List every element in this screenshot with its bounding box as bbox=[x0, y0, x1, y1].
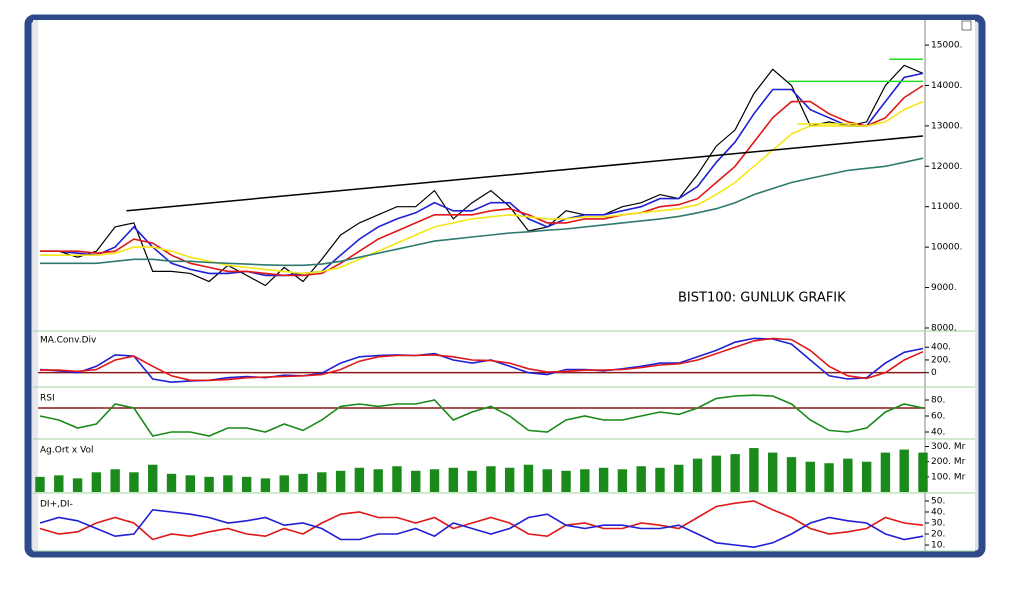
series-line bbox=[39, 508, 924, 549]
volume-bar bbox=[805, 461, 815, 492]
volume-bar bbox=[580, 469, 590, 492]
panel-label: RSI bbox=[40, 394, 55, 404]
series-line bbox=[40, 100, 924, 275]
volume-bar bbox=[523, 464, 534, 492]
volume-bar bbox=[561, 470, 571, 492]
y-tick-label: 30. bbox=[931, 519, 945, 529]
y-tick-label: 0 bbox=[931, 368, 937, 378]
y-tick-label: 50. bbox=[931, 496, 945, 506]
y-tick-label: 400. bbox=[931, 343, 951, 353]
y-tick-label: 200. bbox=[931, 355, 951, 365]
volume-bar bbox=[749, 448, 759, 492]
volume-bar bbox=[824, 463, 834, 492]
y-tick-label: 200. Mr bbox=[931, 457, 966, 467]
volume-bar bbox=[35, 476, 45, 492]
volume-bar bbox=[486, 466, 496, 492]
volume-bar bbox=[918, 452, 928, 492]
chart-area bbox=[33, 20, 975, 551]
volume-bar bbox=[843, 458, 853, 492]
volume-bar bbox=[411, 470, 421, 492]
series-line bbox=[40, 337, 924, 382]
window-button[interactable] bbox=[961, 20, 972, 31]
y-tick-label: 15000. bbox=[931, 41, 963, 51]
volume-bar bbox=[223, 475, 233, 492]
volume-bar bbox=[786, 457, 797, 492]
volume-bar bbox=[54, 475, 64, 492]
volume-bar bbox=[260, 478, 271, 492]
volume-bar bbox=[317, 472, 327, 492]
volume-bar bbox=[899, 449, 909, 492]
trend-line bbox=[126, 135, 924, 212]
volume-bar bbox=[110, 469, 120, 492]
volume-bar bbox=[72, 478, 83, 492]
volume-bar bbox=[880, 452, 891, 492]
volume-bar bbox=[655, 467, 665, 492]
volume-bar bbox=[129, 472, 139, 492]
y-tick-label: 40. bbox=[931, 428, 945, 438]
y-tick-label: 40. bbox=[931, 507, 945, 517]
series-line bbox=[39, 337, 924, 384]
volume-bar bbox=[279, 475, 289, 492]
y-tick-label: 100. Mr bbox=[931, 472, 966, 482]
volume-bar bbox=[504, 467, 515, 492]
series-line bbox=[40, 157, 924, 267]
volume-bar bbox=[148, 464, 158, 492]
panel-label: MA.Conv.Div bbox=[40, 336, 97, 346]
volume-bar bbox=[204, 476, 214, 492]
volume-bar bbox=[354, 467, 365, 492]
y-tick-label: 12000. bbox=[931, 162, 963, 172]
series-line bbox=[40, 72, 924, 277]
volume-bar bbox=[373, 469, 383, 492]
volume-bar bbox=[674, 464, 684, 492]
volume-bar bbox=[298, 473, 308, 492]
y-tick-label: 10. bbox=[931, 541, 945, 551]
panel-label: DI+,DI- bbox=[40, 500, 73, 510]
panel-label: Ag.Ort x Vol bbox=[40, 446, 94, 456]
y-tick-label: 13000. bbox=[931, 121, 963, 131]
volume-bar bbox=[166, 473, 177, 492]
volume-bar bbox=[185, 475, 195, 492]
y-tick-label: 60. bbox=[931, 412, 945, 422]
y-tick-label: 10000. bbox=[931, 243, 963, 253]
volume-bar bbox=[542, 469, 552, 492]
volume-bar bbox=[448, 467, 459, 492]
series-line bbox=[39, 394, 924, 437]
y-tick-label: 20. bbox=[931, 530, 945, 540]
volume-bar bbox=[429, 469, 440, 492]
series-line bbox=[40, 64, 924, 287]
volume-bar bbox=[636, 466, 646, 492]
y-tick-label: 80. bbox=[931, 396, 945, 406]
volume-bar bbox=[467, 470, 477, 492]
volume-bar bbox=[241, 476, 252, 492]
left-gutter bbox=[33, 20, 38, 551]
volume-bar bbox=[617, 469, 628, 492]
y-tick-label: 300. Mr bbox=[931, 442, 966, 452]
volume-bar bbox=[768, 452, 778, 492]
y-tick-label: 8000. bbox=[931, 323, 957, 333]
series-line bbox=[39, 500, 924, 541]
volume-bar bbox=[598, 467, 609, 492]
volume-bar bbox=[91, 472, 102, 492]
y-tick-label: 9000. bbox=[931, 283, 957, 293]
volume-bar bbox=[392, 466, 402, 492]
volume-bar bbox=[692, 458, 703, 492]
chart-title: BIST100: GUNLUK GRAFIK bbox=[678, 291, 846, 306]
volume-bar bbox=[861, 461, 872, 492]
volume-bar bbox=[335, 470, 346, 492]
volume-bar bbox=[711, 455, 722, 492]
volume-bar bbox=[730, 454, 740, 492]
y-tick-label: 14000. bbox=[931, 81, 963, 91]
y-tick-label: 11000. bbox=[931, 202, 963, 212]
